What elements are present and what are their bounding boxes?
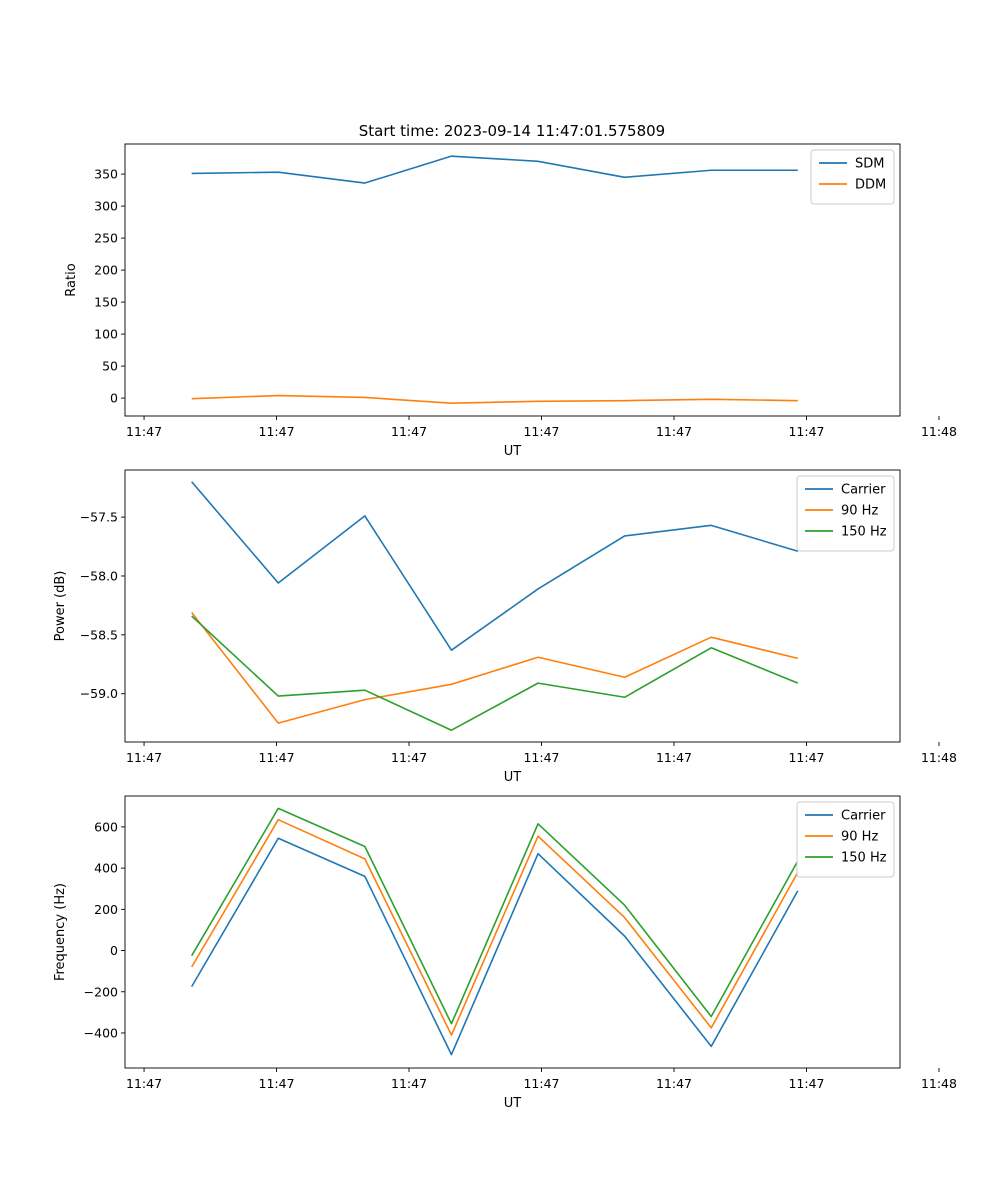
legend-label: Carrier: [841, 483, 886, 498]
y-tick-label: −400: [84, 1025, 118, 1040]
y-tick-label: 0: [110, 391, 118, 406]
x-tick-label: 11:47: [788, 1076, 824, 1091]
y-tick-label: 600: [94, 819, 118, 834]
legend-label: 90 Hz: [841, 830, 878, 845]
x-tick-label: 11:47: [259, 750, 295, 765]
x-tick-label: 11:48: [921, 750, 957, 765]
y-tick-label: 50: [102, 359, 118, 374]
axes-frame: [124, 795, 901, 1069]
y-tick-label: −59.0: [80, 686, 118, 701]
y-tick-label: 300: [94, 199, 118, 214]
x-tick-label: 11:48: [921, 424, 957, 439]
panel-2: −59.0 −58.5 −58.0 −57.5 11:47 11:47 11:47 11:47…: [53, 469, 957, 785]
y-tick-label: 0: [110, 943, 118, 958]
y-tick-label: 200: [94, 263, 118, 278]
legend-box: [796, 801, 895, 878]
series-line-sdm: [191, 155, 798, 184]
series-line-150-hz: [190, 807, 799, 1025]
legend-label: 90 Hz: [841, 504, 878, 519]
series-line-carrier: [190, 837, 799, 1056]
legend-label: DDM: [855, 178, 886, 193]
y-tick-label: −58.5: [80, 627, 118, 642]
series-line-90-hz: [191, 611, 799, 724]
legend: Carrier 90 Hz 150 Hz: [796, 475, 895, 552]
x-tick-label: 11:47: [788, 750, 824, 765]
x-tick-label: 11:47: [656, 1076, 692, 1091]
y-tick-label: 250: [94, 231, 118, 246]
x-tick-label: 11:47: [523, 424, 559, 439]
x-tick-label: 11:47: [391, 1076, 427, 1091]
y-tick-label: 200: [94, 902, 118, 917]
y-tick-label: −57.5: [80, 510, 118, 525]
legend-label: 150 Hz: [841, 851, 887, 866]
series-line-ddm: [191, 394, 798, 405]
x-tick-label: 11:47: [391, 424, 427, 439]
y-axis-label: Ratio: [64, 263, 79, 296]
y-tick-label: 400: [94, 861, 118, 876]
series-line-carrier: [191, 481, 799, 651]
x-tick-label: 11:47: [523, 1076, 559, 1091]
x-tick-label: 11:47: [656, 750, 692, 765]
series-line-150-hz: [191, 615, 799, 732]
legend: Carrier 90 Hz 150 Hz: [796, 801, 895, 878]
y-tick-label: 100: [94, 327, 118, 342]
y-axis-label: Frequency (Hz): [53, 883, 68, 981]
x-axis-label: UT: [504, 770, 522, 785]
axes-frame: [124, 469, 901, 743]
x-tick-label: 11:47: [126, 1076, 162, 1091]
y-tick-label: 350: [94, 167, 118, 182]
y-tick-label: −200: [84, 984, 118, 999]
y-tick-label: 150: [94, 295, 118, 310]
x-tick-label: 11:47: [259, 1076, 295, 1091]
x-tick-label: 11:47: [391, 750, 427, 765]
legend-label: Carrier: [841, 809, 886, 824]
y-tick-label: −58.0: [80, 568, 118, 583]
series-line-90-hz: [190, 818, 799, 1036]
x-tick-label: 11:47: [523, 750, 559, 765]
x-tick-label: 11:48: [921, 1076, 957, 1091]
x-axis-label: UT: [504, 444, 522, 459]
x-tick-label: 11:47: [126, 750, 162, 765]
legend-label: SDM: [855, 157, 884, 172]
axes-frame: [124, 143, 901, 417]
legend-box: [796, 475, 895, 552]
x-tick-label: 11:47: [259, 424, 295, 439]
x-tick-label: 11:47: [788, 424, 824, 439]
x-tick-label: 11:47: [656, 424, 692, 439]
legend: SDM DDM: [810, 149, 895, 205]
plot-panels: 0 50 100 150 200 250 300 350 11:47 11:47 11:47 11:4…: [53, 143, 957, 1111]
y-axis-label: Power (dB): [53, 571, 68, 642]
x-tick-label: 11:47: [126, 424, 162, 439]
panel-3: −400 −200 0 200 400 600 11:47 11:47 11:47 11:47 11…: [53, 795, 957, 1111]
x-axis-label: UT: [504, 1096, 522, 1111]
panel-1: 0 50 100 150 200 250 300 350 11:47 11:47 11:47 11:4…: [64, 143, 957, 459]
legend-label: 150 Hz: [841, 525, 887, 540]
figure-title: Start time: 2023-09-14 11:47:01.575809: [359, 122, 665, 140]
